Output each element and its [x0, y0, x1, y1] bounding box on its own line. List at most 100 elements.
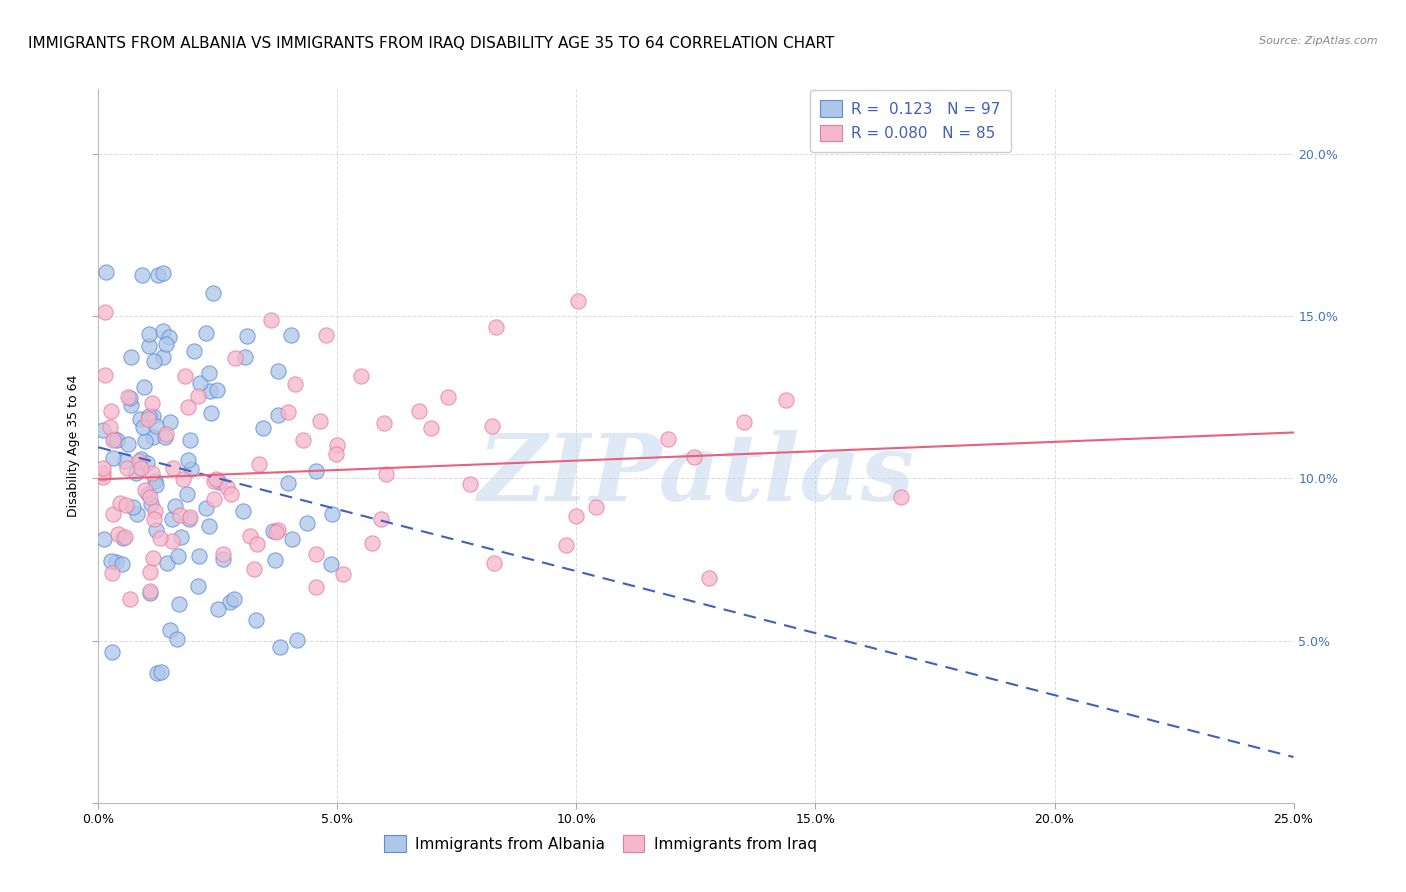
Point — [141, 409, 163, 423]
Point — [142, 550, 165, 565]
Point — [567, 293, 589, 308]
Point — [129, 412, 152, 426]
Point — [172, 472, 194, 486]
Text: IMMIGRANTS FROM ALBANIA VS IMMIGRANTS FROM IRAQ DISABILITY AGE 35 TO 64 CORRELAT: IMMIGRANTS FROM ALBANIA VS IMMIGRANTS FR… — [28, 36, 835, 51]
Point — [91, 466, 114, 480]
Point — [305, 580, 328, 594]
Point — [179, 510, 201, 524]
Point — [697, 572, 720, 586]
Point — [309, 414, 332, 428]
Point — [167, 549, 190, 564]
Point — [145, 478, 167, 492]
Point — [419, 421, 441, 435]
Point — [277, 405, 299, 419]
Point — [179, 512, 201, 526]
Point — [91, 461, 114, 475]
Point — [139, 490, 162, 504]
Point — [152, 267, 174, 281]
Point — [305, 547, 328, 561]
Point — [162, 512, 184, 526]
Point — [107, 527, 129, 541]
Point — [267, 408, 290, 422]
Point — [129, 452, 152, 467]
Point — [236, 329, 259, 343]
Point — [135, 456, 157, 470]
Point — [195, 326, 218, 340]
Point — [246, 537, 269, 551]
Point — [91, 423, 114, 437]
Point — [101, 645, 124, 659]
Point — [224, 351, 246, 365]
Point — [245, 613, 267, 627]
Point — [315, 327, 337, 342]
Point — [156, 556, 179, 570]
Point — [120, 350, 142, 364]
Point — [143, 512, 166, 526]
Point — [321, 557, 343, 571]
Point — [142, 430, 165, 444]
Point — [146, 666, 169, 681]
Point — [197, 519, 219, 533]
Point — [118, 391, 141, 405]
Point — [120, 398, 142, 412]
Point — [141, 396, 163, 410]
Point — [169, 508, 191, 522]
Point — [138, 326, 160, 341]
Point — [111, 558, 134, 572]
Point — [890, 490, 912, 504]
Point — [212, 547, 235, 561]
Point — [94, 305, 117, 319]
Point — [155, 337, 177, 351]
Point — [277, 475, 299, 490]
Point — [291, 433, 314, 447]
Legend: Immigrants from Albania, Immigrants from Iraq: Immigrants from Albania, Immigrants from… — [377, 828, 824, 859]
Point — [159, 415, 181, 429]
Point — [138, 339, 160, 353]
Point — [219, 594, 242, 608]
Point — [266, 364, 288, 378]
Point — [485, 320, 508, 334]
Point — [219, 487, 242, 501]
Point — [131, 461, 153, 475]
Point — [370, 512, 392, 526]
Point — [208, 475, 231, 490]
Text: Source: ZipAtlas.com: Source: ZipAtlas.com — [1260, 36, 1378, 45]
Point — [297, 516, 319, 530]
Point — [187, 579, 209, 593]
Y-axis label: Disability Age 35 to 64: Disability Age 35 to 64 — [66, 375, 80, 517]
Point — [143, 474, 166, 488]
Point — [117, 391, 139, 405]
Point — [152, 350, 174, 364]
Point — [125, 507, 148, 521]
Point — [91, 470, 114, 484]
Point — [167, 597, 190, 611]
Point — [100, 554, 122, 568]
Point — [252, 421, 274, 435]
Point — [176, 400, 198, 414]
Point — [176, 486, 198, 500]
Point — [149, 665, 172, 680]
Point — [139, 586, 162, 600]
Point — [195, 501, 218, 516]
Point — [136, 412, 159, 426]
Point — [143, 504, 166, 518]
Point — [98, 419, 121, 434]
Point — [160, 533, 183, 548]
Point — [360, 536, 382, 550]
Point — [93, 368, 115, 382]
Point — [232, 504, 254, 518]
Point — [235, 350, 257, 364]
Point — [332, 566, 354, 581]
Point — [141, 497, 163, 511]
Point — [121, 500, 143, 515]
Point — [325, 438, 347, 452]
Point — [139, 565, 162, 579]
Point — [247, 457, 270, 471]
Point — [96, 265, 118, 279]
Point — [136, 487, 159, 501]
Point — [657, 432, 679, 446]
Point — [262, 524, 284, 538]
Point — [152, 324, 174, 338]
Point — [146, 268, 169, 282]
Point — [224, 592, 246, 607]
